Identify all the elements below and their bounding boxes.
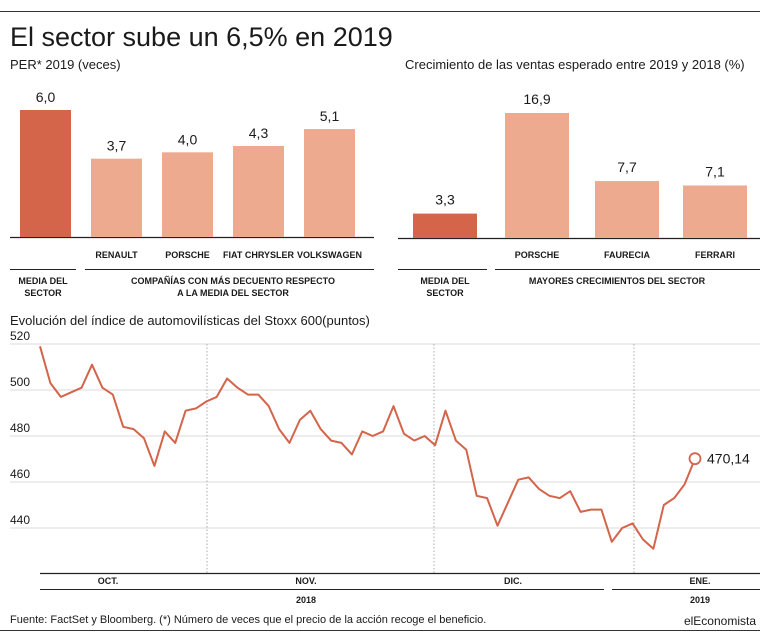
growth-group-right-label: MAYORES CRECIMIENTOS DEL SECTOR xyxy=(529,276,706,286)
per-group-right-label: A LA MEDIA DEL SECTOR xyxy=(177,288,289,298)
growth-value-label: 7,7 xyxy=(617,159,637,175)
brand-logo: elEconomista xyxy=(683,614,756,628)
stoxx-y-tick-label: 480 xyxy=(10,421,30,435)
stoxx-year-label: 2018 xyxy=(296,595,316,605)
per-bar xyxy=(304,129,355,237)
per-group-left-label: MEDIA DEL xyxy=(18,276,68,286)
per-chart-subtitle: PER* 2019 (veces) xyxy=(10,57,121,72)
growth-chart-subtitle: Crecimiento de las ventas esperado entre… xyxy=(405,57,745,72)
growth-value-label: 7,1 xyxy=(705,163,725,179)
stoxx-series-line xyxy=(39,346,696,550)
per-category-label: FIAT CHRYSLER xyxy=(223,250,294,260)
growth-group-left-label: MEDIA DEL xyxy=(420,276,470,286)
growth-bar xyxy=(505,113,569,238)
stoxx-month-label: NOV. xyxy=(295,576,316,586)
growth-bar xyxy=(413,213,477,238)
growth-category-label: FERRARI xyxy=(695,250,735,260)
stoxx-y-tick-label: 500 xyxy=(10,375,30,389)
page-title: El sector sube un 6,5% en 2019 xyxy=(10,22,393,52)
per-category-label: VOLKSWAGEN xyxy=(297,250,362,260)
per-group-left-label: SECTOR xyxy=(24,288,62,298)
per-bar xyxy=(162,152,213,237)
per-bar xyxy=(91,158,142,237)
growth-category-label: PORSCHE xyxy=(515,250,560,260)
stoxx-year-label: 2019 xyxy=(690,595,710,605)
stoxx-month-label: ENE. xyxy=(689,576,710,586)
per-group-right-label: COMPAÑÍAS CON MÁS DECUENTO RESPECTO xyxy=(131,276,335,286)
stoxx-month-label: OCT. xyxy=(98,576,119,586)
growth-bar xyxy=(595,181,659,238)
per-bar xyxy=(233,145,284,237)
top-rule xyxy=(0,11,760,12)
per-bar xyxy=(20,110,71,237)
stoxx-y-tick-label: 460 xyxy=(10,467,30,481)
bottom-rule xyxy=(0,630,760,631)
growth-bar xyxy=(683,185,747,238)
stoxx-month-label: DIC. xyxy=(504,576,522,586)
stoxx-y-tick-label: 520 xyxy=(10,329,30,343)
source-note: Fuente: FactSet y Bloomberg. (*) Número … xyxy=(10,614,487,626)
per-value-label: 4,3 xyxy=(249,125,269,141)
per-value-label: 3,7 xyxy=(107,138,127,154)
stoxx-chart-subtitle: Evolución del índice de automovilísticas… xyxy=(10,313,370,328)
per-category-label: RENAULT xyxy=(95,250,138,260)
growth-group-left-label: SECTOR xyxy=(426,288,464,298)
stoxx-last-value-label: 470,14 xyxy=(707,451,750,467)
per-category-label: PORSCHE xyxy=(165,250,210,260)
growth-value-label: 3,3 xyxy=(435,192,455,208)
per-value-label: 4,0 xyxy=(178,131,198,147)
per-value-label: 6,0 xyxy=(36,89,56,105)
growth-category-label: FAURECIA xyxy=(604,250,651,260)
stoxx-last-point-marker xyxy=(688,452,702,466)
stoxx-y-tick-label: 440 xyxy=(10,513,30,527)
per-value-label: 5,1 xyxy=(320,108,340,124)
growth-value-label: 16,9 xyxy=(523,91,550,107)
